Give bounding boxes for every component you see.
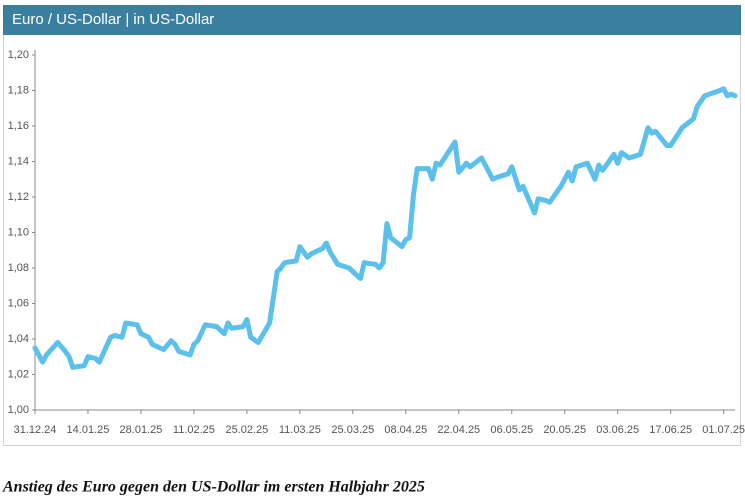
caption: Anstieg des Euro gegen den US-Dollar im …	[2, 479, 425, 496]
y-tick-label: 1,04	[8, 333, 29, 345]
y-tick-label: 1,08	[8, 262, 29, 274]
x-tick-label: 11.02.25	[173, 424, 215, 436]
x-tick-label: 06.05.25	[490, 424, 533, 436]
y-tick-label: 1,18	[8, 84, 29, 96]
y-tick-label: 1,12	[8, 191, 29, 203]
y-tick-label: 1,16	[8, 120, 29, 132]
x-tick-label: 20.05.25	[543, 424, 586, 436]
y-tick-label: 1,20	[8, 49, 29, 61]
x-tick-label: 01.07.25	[702, 424, 745, 436]
y-tick-label: 1,10	[8, 226, 29, 238]
y-tick-label: 1,06	[8, 297, 29, 309]
chart-title: Euro / US-Dollar | in US-Dollar	[12, 11, 214, 28]
x-tick-label: 14.01.25	[67, 424, 110, 436]
x-tick-label: 22.04.25	[437, 424, 480, 436]
x-tick-label: 28.01.25	[120, 424, 163, 436]
x-tick-label: 31.12.24	[14, 424, 57, 436]
x-tick-label: 11.03.25	[279, 424, 321, 436]
y-tick-label: 1,02	[8, 368, 29, 380]
x-tick-label: 25.02.25	[225, 424, 268, 436]
x-tick-label: 03.06.25	[596, 424, 639, 436]
x-tick-label: 08.04.25	[384, 424, 427, 436]
x-tick-label: 25.03.25	[331, 424, 374, 436]
data-line	[32, 86, 738, 370]
y-tick-label: 1,14	[8, 155, 29, 167]
x-tick-label: 17.06.25	[649, 424, 692, 436]
header-bar	[3, 5, 741, 35]
chart-frame	[3, 5, 741, 446]
y-tick-label: 1,00	[8, 404, 29, 416]
